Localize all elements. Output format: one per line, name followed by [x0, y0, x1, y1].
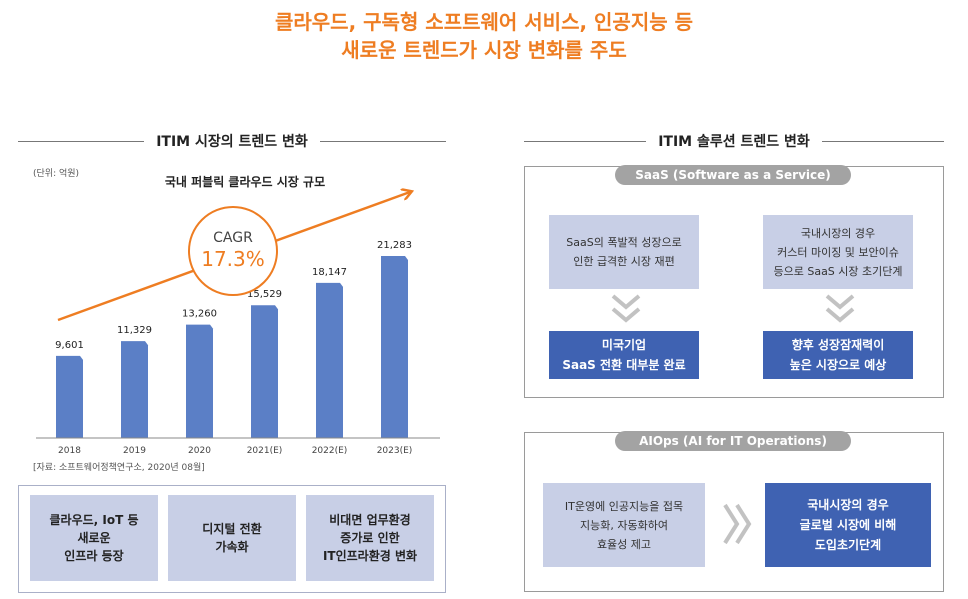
factor-text: 클라우드, IoT 등 [49, 513, 139, 527]
box-text: 글로벌 시장에 비해 [799, 518, 897, 532]
x-tick-label: 2019 [123, 446, 146, 456]
x-tick-label: 2020 [188, 446, 211, 456]
cagr-badge: CAGR 17.3% [188, 206, 278, 296]
chart-source: [자료: 소프트웨어정책연구소, 2020년 08월] [33, 463, 205, 473]
left-section-title: ITIM 시장의 트렌드 변화 [18, 131, 446, 151]
chevron-down-icon [825, 294, 855, 323]
factor-box-remote-work: 비대면 업무환경 증가로 인한 IT인프라환경 변화 [306, 495, 434, 581]
factor-text: 디지털 전환 [202, 522, 262, 536]
factor-text: 증가로 인한 [340, 531, 400, 545]
bar-value-label: 15,529 [247, 289, 282, 300]
factor-text: 비대면 업무환경 [329, 513, 411, 527]
saas-box-us-companies: 미국기업 SaaS 전환 대부분 완료 [549, 331, 699, 379]
right-section-title-text: ITIM 솔루션 트렌드 변화 [658, 134, 810, 150]
chart-unit-label: (단위: 억원) [33, 169, 80, 179]
box-text: SaaS 전환 대부분 완료 [562, 358, 686, 372]
factor-box-cloud-iot: 클라우드, IoT 등 새로운 인프라 등장 [30, 495, 158, 581]
divider [18, 140, 145, 142]
saas-pill: SaaS (Software as a Service) [615, 165, 851, 185]
saas-box-growth: SaaS의 폭발적 성장으로 인한 급격한 시장 재편 [549, 215, 699, 289]
factor-text: IT인프라환경 변화 [322, 549, 418, 563]
box-text: 국내시장의 경우 [800, 226, 876, 240]
box-text: SaaS의 폭발적 성장으로 [566, 236, 682, 249]
bar-2023(E) [381, 256, 408, 438]
factor-text: 새로운 [77, 531, 111, 545]
bar-chart: 9,601 2018 11,329 2019 13,260 2020 15,529 2021(… [36, 160, 440, 456]
box-text: 인한 급격한 시장 재편 [573, 255, 675, 268]
aiops-pill: AIOps (AI for IT Operations) [615, 431, 851, 451]
bar-2022(E) [316, 282, 343, 438]
box-text: 향후 성장잠재력이 [791, 338, 885, 352]
bar-value-label: 11,329 [117, 325, 152, 336]
cagr-label: CAGR [213, 230, 253, 246]
box-text: 도입초기단계 [814, 538, 882, 552]
box-text: 등으로 SaaS 시장 초기단계 [773, 264, 903, 278]
aiops-panel: AIOps (AI for IT Operations) IT운영에 인공지능을… [524, 431, 944, 592]
box-text: 높은 시장으로 예상 [789, 358, 887, 372]
divider [524, 140, 647, 142]
bar-2019 [121, 341, 148, 438]
saas-box-potential: 향후 성장잠재력이 높은 시장으로 예상 [763, 331, 913, 379]
saas-panel: SaaS (Software as a Service) SaaS의 폭발적 성… [524, 165, 944, 398]
x-tick-label: 2022(E) [312, 446, 348, 456]
factor-text: 가속화 [215, 540, 249, 554]
bar-2020 [186, 324, 213, 438]
bar-value-label: 9,601 [55, 340, 84, 351]
cagr-value: 17.3% [201, 247, 265, 271]
box-text: 국내시장의 경우 [807, 498, 889, 512]
headline-line-2: 새로운 트렌드가 시장 변화를 주도 [341, 38, 627, 62]
right-section-title: ITIM 솔루션 트렌드 변화 [524, 131, 944, 151]
x-tick-label: 2021(E) [247, 446, 283, 456]
headline-line-1: 클라우드, 구독형 소프트웨어 서비스, 인공지능 등 [274, 10, 693, 34]
box-text: 커스터 마이징 및 보안이슈 [777, 245, 899, 259]
bar-value-label: 13,260 [182, 309, 217, 320]
bar-value-label: 18,147 [312, 267, 347, 278]
chevron-down-icon [611, 294, 641, 323]
divider [821, 140, 944, 142]
factor-text: 인프라 등장 [64, 549, 124, 563]
divider [319, 140, 446, 142]
bar-value-label: 21,283 [377, 240, 412, 251]
bar-2018 [56, 355, 83, 438]
box-text: 효율성 제고 [596, 537, 652, 551]
saas-box-domestic: 국내시장의 경우 커스터 마이징 및 보안이슈 등으로 SaaS 시장 초기단계 [763, 215, 913, 289]
aiops-box-ai-ops: IT운영에 인공지능을 접목 지능화, 자동화하여 효율성 제고 [543, 483, 705, 567]
box-text: IT운영에 인공지능을 접목 [564, 499, 684, 513]
left-section-title-text: ITIM 시장의 트렌드 변화 [156, 134, 308, 150]
box-text: 미국기업 [601, 338, 647, 352]
aiops-box-domestic: 국내시장의 경우 글로벌 시장에 비해 도입초기단계 [765, 483, 931, 567]
factor-box-digital-transformation: 디지털 전환 가속화 [168, 495, 296, 581]
x-tick-label: 2018 [58, 446, 81, 456]
factors-frame [18, 485, 446, 593]
bar-2021(E) [251, 305, 278, 438]
chevron-right-icon [723, 503, 752, 545]
chart-title: 국내 퍼블릭 클라우드 시장 규모 [164, 175, 326, 189]
box-text: 지능화, 자동화하여 [580, 518, 668, 532]
x-tick-label: 2023(E) [377, 446, 413, 456]
